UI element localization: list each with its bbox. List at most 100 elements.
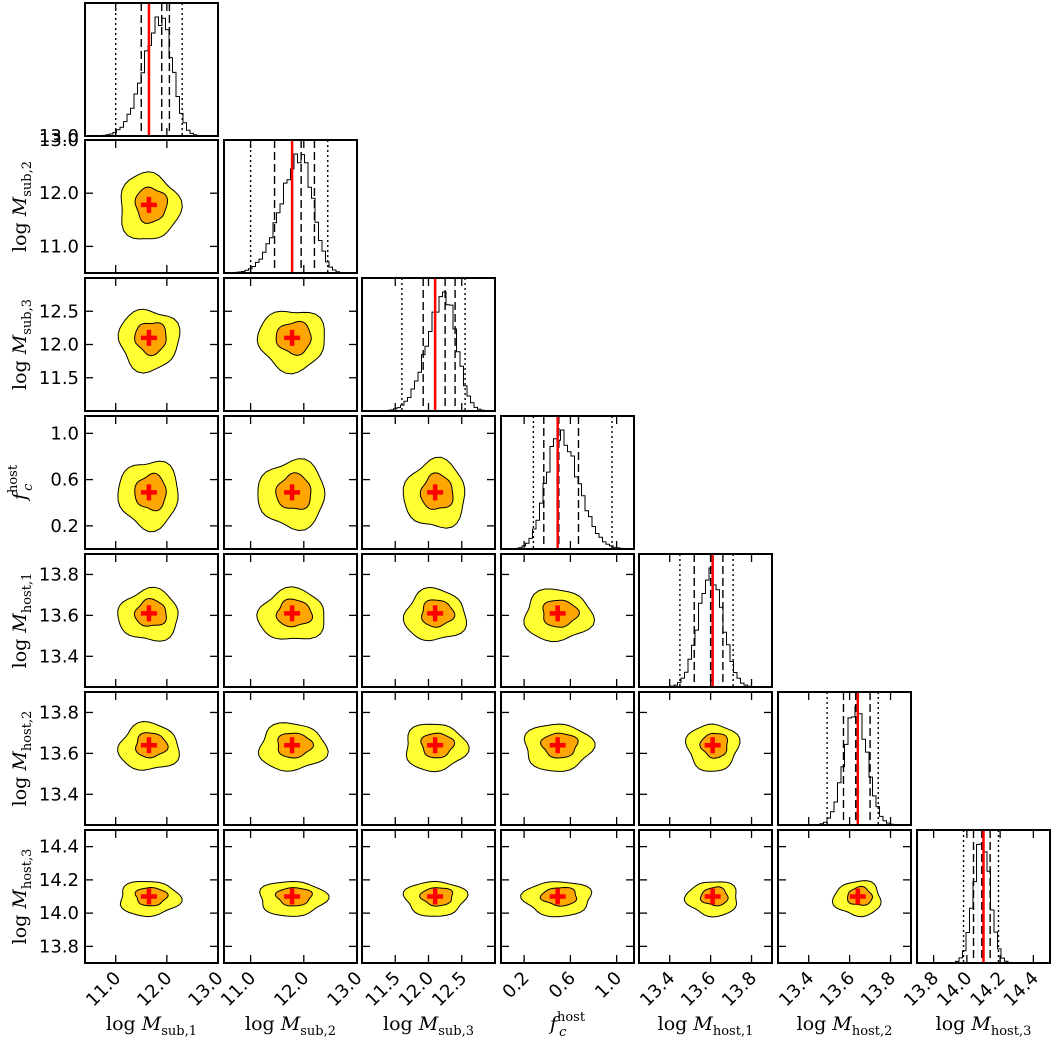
y-axis-label: fhostc: [6, 464, 36, 502]
contour-panel-6-4: [500, 691, 635, 826]
contour-panel-2-1: [84, 139, 219, 274]
posterior-step-line: [362, 291, 495, 411]
panel-frame: [223, 829, 358, 964]
panel-frame: [500, 691, 635, 826]
panel-frame: [777, 829, 912, 964]
y-tick-label: 13.0: [39, 126, 79, 147]
x-tick-label: 0.2: [499, 968, 534, 1003]
truth-marker: [427, 484, 444, 501]
truth-marker: [549, 737, 566, 754]
contour-panel-6-3: [361, 691, 496, 826]
truth-marker: [284, 484, 301, 501]
truth-marker: [140, 484, 157, 501]
panel-frame: [916, 829, 1051, 964]
panel-frame: [223, 139, 358, 274]
contour-panel-4-2: [223, 415, 358, 550]
x-tick-label: 13.8: [857, 968, 900, 1011]
truth-marker: [284, 605, 301, 622]
panel-frame: [500, 553, 635, 688]
x-tick-label: 14.0: [933, 968, 976, 1011]
contour-panel-7-4: [500, 829, 635, 964]
truth-marker: [427, 888, 444, 905]
x-tick-label: 12.0: [270, 968, 313, 1011]
x-axis-label: log Msub,3: [383, 1013, 474, 1039]
panel-frame: [223, 415, 358, 550]
posterior-step-line: [85, 16, 218, 136]
truth-marker: [284, 737, 301, 754]
histogram-panel-2: [223, 139, 358, 274]
truth-marker: [704, 888, 721, 905]
posterior-step-line: [501, 429, 634, 549]
contour-panel-7-6: [777, 829, 912, 964]
y-axis-label: log Mhost,1: [9, 573, 35, 669]
y-tick-label: 14.4: [39, 837, 79, 858]
x-tick-label: 13.8: [718, 968, 761, 1011]
panel-frame: [84, 553, 219, 688]
y-tick-label: 12.5: [39, 301, 79, 322]
panel-frame: [84, 415, 219, 550]
truth-marker: [549, 888, 566, 905]
panel-frame: [84, 829, 219, 964]
posterior-step-line: [224, 153, 357, 273]
contour-panel-3-2: [223, 277, 358, 412]
y-tick-label: 0.2: [50, 516, 79, 537]
y-tick-label: 13.8: [39, 564, 79, 585]
panel-frame: [84, 139, 219, 274]
contour-panel-6-1: [84, 691, 219, 826]
contour-panel-5-3: [361, 553, 496, 688]
panel-frame: [84, 2, 219, 137]
y-tick-label: 12.0: [39, 335, 79, 356]
x-tick-label: 14.4: [1000, 968, 1043, 1011]
contour-panel-6-2: [223, 691, 358, 826]
x-axis-label: log Msub,2: [245, 1013, 336, 1039]
y-tick-label: 14.0: [39, 903, 79, 924]
y-tick-label: 11.5: [39, 368, 79, 389]
y-tick-label: 12.0: [39, 183, 79, 204]
y-tick-label: 13.8: [39, 702, 79, 723]
y-tick-label: 13.6: [39, 743, 79, 764]
x-tick-label: 12.5: [428, 968, 471, 1011]
truth-marker: [140, 605, 157, 622]
truth-marker: [704, 737, 721, 754]
truth-marker: [140, 329, 157, 346]
x-tick-label: 13.8: [900, 968, 943, 1011]
y-tick-label: 0.6: [50, 470, 79, 491]
truth-marker: [284, 888, 301, 905]
x-tick-label: 13.6: [816, 968, 859, 1011]
y-axis-label: log Mhost,2: [9, 711, 35, 807]
x-tick-label: 13.4: [775, 968, 818, 1011]
x-axis-label: log Mhost,3: [936, 1013, 1032, 1039]
panel-frame: [223, 691, 358, 826]
contour-panel-3-1: [84, 277, 219, 412]
panel-frame: [500, 829, 635, 964]
x-tick-label: 13.4: [636, 968, 679, 1011]
contour-panel-6-5: [638, 691, 773, 826]
panel-frame: [223, 553, 358, 688]
x-tick-label: 12.0: [133, 968, 176, 1011]
truth-marker: [849, 888, 866, 905]
y-tick-label: 14.2: [39, 870, 79, 891]
histogram-panel-7: [916, 829, 1051, 964]
x-tick-label: 12.0: [395, 968, 438, 1011]
histogram-panel-6: [777, 691, 912, 826]
y-axis-label: log Msub,3: [9, 299, 35, 390]
contour-panel-5-4: [500, 553, 635, 688]
histogram-panel-3: [361, 277, 496, 412]
y-tick-label: 13.0: [39, 130, 79, 151]
histogram-panel-5: [638, 553, 773, 688]
x-tick-label: 11.0: [82, 968, 125, 1011]
x-tick-label: 13.0: [323, 968, 366, 1011]
contour-panel-4-1: [84, 415, 219, 550]
contour-panel-4-3: [361, 415, 496, 550]
posterior-step-line: [639, 567, 772, 687]
y-axis-label: log Mhost,3: [9, 849, 35, 945]
truth-marker: [549, 605, 566, 622]
x-axis-label: log Mhost,1: [658, 1013, 754, 1039]
y-tick-label: 1.0: [50, 423, 79, 444]
panel-frame: [500, 415, 635, 550]
contour-panel-7-3: [361, 829, 496, 964]
x-tick-label: 13.0: [184, 968, 227, 1011]
x-tick-label: 11.0: [217, 968, 260, 1011]
y-tick-label: 13.4: [39, 784, 79, 805]
y-tick-label: 11.0: [39, 236, 79, 257]
